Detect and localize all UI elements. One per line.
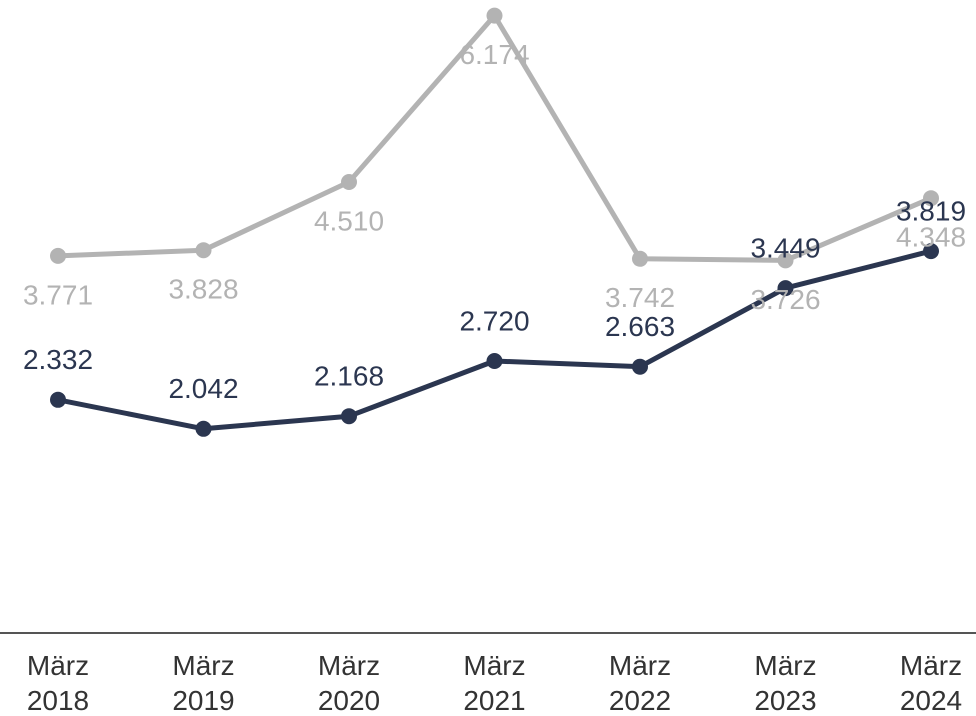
data-point <box>486 7 503 24</box>
data-label: 2.168 <box>314 361 384 392</box>
data-label: 3.742 <box>605 282 675 313</box>
x-tick-label: März 2020 <box>318 650 380 716</box>
data-label: 2.663 <box>605 311 675 342</box>
data-point <box>923 243 939 260</box>
data-point <box>486 353 503 369</box>
data-point <box>632 358 648 375</box>
data-point <box>632 250 648 267</box>
series <box>50 7 939 269</box>
data-point <box>777 252 794 269</box>
x-tick-label: März 2022 <box>609 650 671 716</box>
data-point <box>195 420 212 437</box>
data-label: 2.042 <box>168 373 238 404</box>
x-tick-label: März 2023 <box>754 650 816 716</box>
data-point <box>341 408 357 425</box>
data-label: 2.332 <box>23 344 93 375</box>
data-label: 4.510 <box>314 205 384 236</box>
data-point <box>50 247 66 264</box>
data-label: 2.720 <box>459 305 529 336</box>
x-tick-label: März 2018 <box>27 650 89 716</box>
x-tick-label: März 2021 <box>463 650 525 716</box>
data-label: 3.819 <box>896 195 966 226</box>
data-point <box>195 242 212 259</box>
data-label: 4.348 <box>896 222 966 253</box>
data-label: 3.726 <box>750 284 820 315</box>
data-label: 3.828 <box>168 274 238 305</box>
data-label: 3.449 <box>750 232 820 263</box>
series <box>50 243 939 437</box>
data-label: 6.174 <box>459 39 529 70</box>
data-point <box>341 174 357 190</box>
data-point <box>777 280 794 297</box>
data-label: 3.771 <box>23 279 93 310</box>
data-point <box>50 391 66 408</box>
data-point <box>923 190 939 207</box>
x-tick-label: März 2024 <box>900 650 962 716</box>
x-tick-label: März 2019 <box>172 650 234 716</box>
